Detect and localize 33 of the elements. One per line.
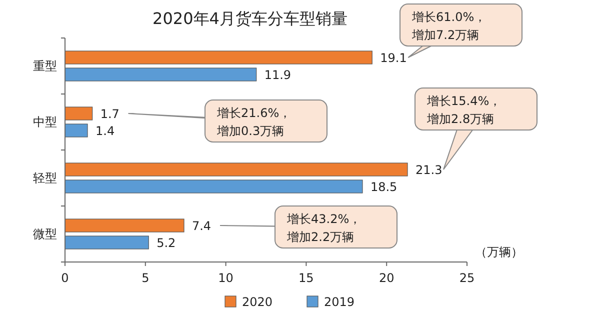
legend-label: 2020 [242,295,273,309]
data-label: 18.5 [370,180,398,194]
y-tick-label: 中型 [33,115,57,129]
legend-label: 2019 [324,295,355,309]
data-label: 1.4 [96,124,115,138]
data-label: 21.3 [416,163,442,177]
bar [64,50,372,64]
data-label: 11.9 [264,68,292,82]
x-tick-label: 20 [378,271,394,285]
y-tick-label: 轻型 [33,171,57,185]
chart-title: 2020年4月货车分车型销量 [152,9,348,28]
data-label: 5.2 [156,236,176,250]
data-label: 7.4 [192,219,212,233]
x-tick-label: 5 [142,271,150,285]
y-tick-label: 重型 [33,59,57,73]
bar [64,180,363,194]
bar [64,162,408,176]
annotation: 增长15.4%，增加2.8万辆 [426,94,502,126]
data-label: 19.1 [380,51,407,65]
data-label: 1.7 [100,107,120,121]
x-tick-label: 10 [218,271,234,285]
x-tick-label: 15 [298,271,314,285]
x-tick-label: 25 [459,271,475,285]
x-axis-title: （万辆） [475,245,523,259]
bar [64,236,149,250]
annotation: 增长21.6%，增加0.3万辆 [216,106,292,138]
y-tick-label: 微型 [33,227,57,241]
bar [64,218,184,232]
bar [64,68,257,82]
bar [64,106,93,120]
bar [64,124,88,138]
annotation: 增长43.2%，增加2.2万辆 [286,212,362,244]
x-tick-label: 0 [61,271,69,285]
